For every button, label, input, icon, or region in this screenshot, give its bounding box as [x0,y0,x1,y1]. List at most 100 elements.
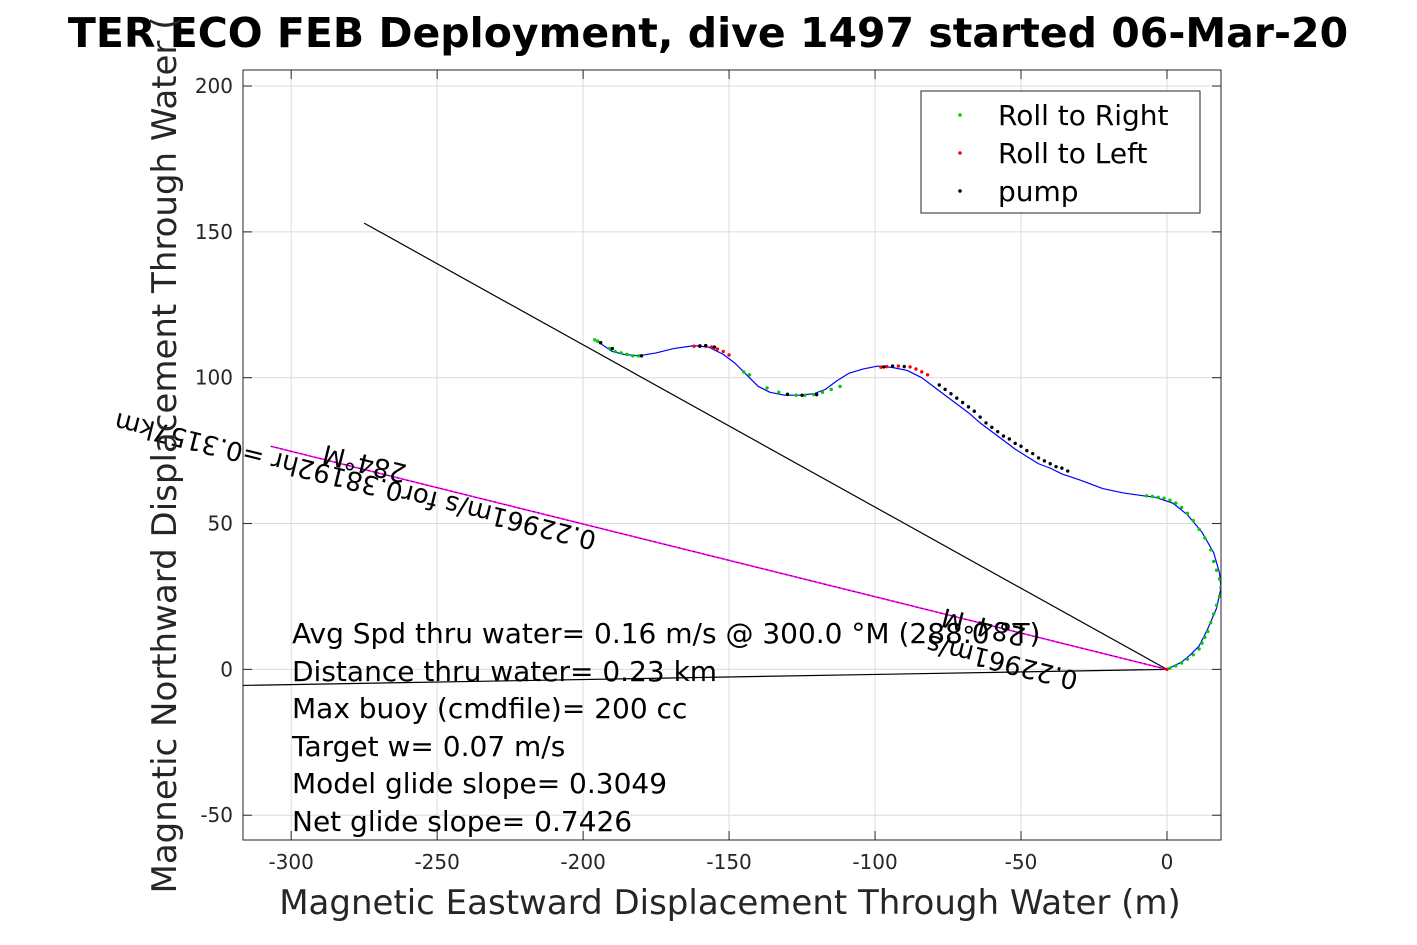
grid [243,70,1221,840]
info-model-glide-slope: Model glide slope= 0.3049 [292,767,667,800]
roll-right-point [1185,657,1190,661]
pump-point [890,364,895,368]
roll-right-point [1217,577,1221,581]
pump-point [1060,466,1064,470]
roll-right-point [1179,505,1184,510]
pump-point [800,393,804,397]
pump-point [990,425,994,429]
y-tick-label: 0 [220,657,233,681]
roll-right-point [777,390,781,394]
roll-right-point [631,354,635,358]
info-text-block: Avg Spd thru water= 0.16 m/s @ 300.0 °M … [291,617,1040,838]
roll-right-point [1206,629,1210,634]
legend-label-roll-right: Roll to Right [998,99,1169,132]
pump-point [785,392,790,397]
roll-right-point [820,390,825,394]
pump-point [1054,464,1058,469]
y-axis-label: Magnetic Northward Displacement Through … [145,17,185,894]
roll-right-point [1214,568,1219,572]
legend-marker-pump [958,189,962,193]
roll-right-point [838,384,842,389]
roll-right-point [747,373,752,377]
roll-left-point [715,347,720,351]
pump-point [639,354,644,358]
roll-right-point [1203,635,1207,639]
pump-point [712,345,717,349]
x-tick-label: -100 [852,850,897,874]
legend-label-pump: pump [998,175,1079,208]
x-tick-label: -300 [268,850,313,874]
x-tick-label: -150 [706,850,751,874]
roll-right-point [765,386,769,390]
x-tick-label: -250 [414,850,459,874]
plot-frame [242,69,1222,841]
x-tick-label: 0 [1161,850,1174,874]
pump-point [995,429,1000,434]
roll-right-point [1162,496,1166,500]
y-tick-label: 150 [195,220,233,244]
pump-point [1019,444,1023,448]
roll-right-point [1168,498,1172,502]
pump-point [1042,459,1047,463]
legend: Roll to Right Roll to Left pump [920,90,1201,214]
pump-point [902,364,906,369]
roll-right-point [1174,501,1178,505]
y-tick-label: 50 [208,512,233,536]
roll-right-point [1185,511,1190,516]
plot-series [243,222,1221,687]
roll-right-point [1212,612,1216,616]
chart-title: TER ECO FEB Deployment, dive 1497 starte… [68,9,1348,57]
y-tick-label: 100 [195,366,233,390]
track-line [594,339,1221,670]
roll-right-point [1203,536,1207,540]
roll-left-point [727,353,731,357]
roll-left-point [896,364,901,368]
roll-right-point [1191,518,1195,523]
roll-left-point [1165,667,1169,672]
roll-right-point [607,346,612,351]
roll-right-point [1209,621,1213,625]
roll-left-point [709,345,714,349]
heading-line [363,222,1168,670]
pump-point [966,405,971,409]
pump-point [960,400,965,405]
info-net-glide-slope: Net glide slope= 0.7426 [292,805,632,838]
roll-right-point [812,392,816,397]
roll-right-point [741,370,746,374]
pump-point [1030,451,1035,456]
roll-right-point [636,354,641,358]
magnetic-heading-line-dots [270,445,1168,670]
pump-point [704,343,708,348]
pump-point [978,415,982,419]
pump-point [1048,462,1052,466]
roll-right-point [1214,603,1219,607]
roll-right-point [1212,559,1216,564]
pump-point [1007,437,1012,441]
x-tick-label: -50 [1005,850,1038,874]
roll-right-point [1197,647,1201,651]
roll-left-point [908,365,912,369]
pump-point [1025,448,1029,453]
pump-point [1036,456,1041,460]
y-tick-label: -50 [200,803,233,827]
current-line [243,668,1168,687]
x-axis-label: Magnetic Eastward Displacement Through W… [279,883,1181,923]
pump-point [937,383,941,387]
legend-marker-roll-right [958,113,962,117]
roll-right-point [619,351,623,355]
y-tick-label: 200 [195,74,233,98]
roll-left-point [721,349,725,354]
pump-point [949,392,953,396]
roll-right-point [1156,495,1160,499]
roll-right-point [625,352,629,357]
roll-right-point [1150,494,1155,499]
roll-right-point [794,393,798,397]
roll-right-point [1168,666,1172,670]
pump-point [955,396,959,400]
pump-point [1001,434,1006,438]
roll-right-point [1209,548,1213,552]
roll-right-point [1200,641,1204,645]
pump-point [598,341,603,345]
axis-ticks: -300 -250 -200 -150 -100 -50 0 -50 0 50 100 150 200 [195,70,1221,874]
